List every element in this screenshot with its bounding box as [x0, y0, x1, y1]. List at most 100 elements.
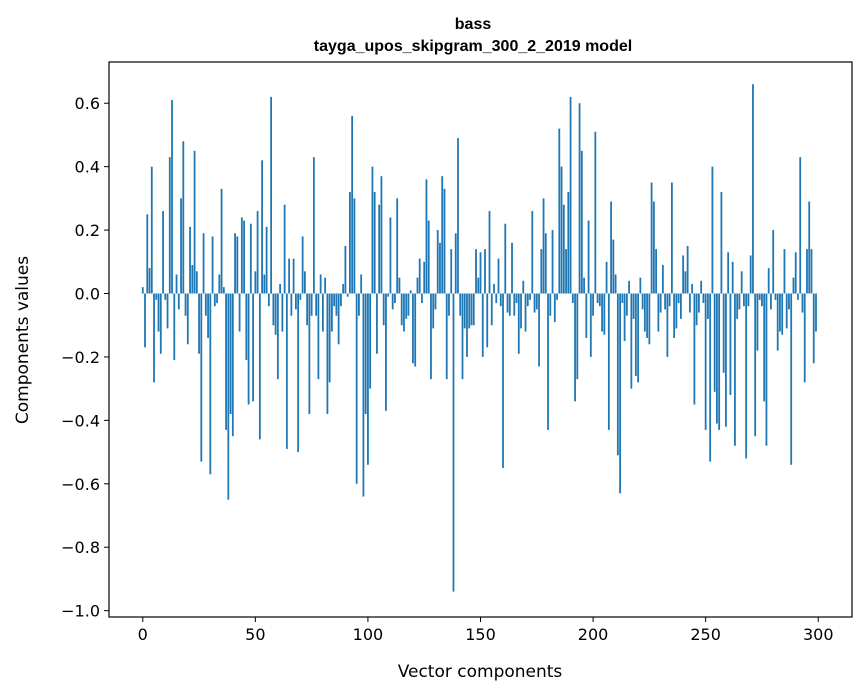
bar-105 — [378, 204, 381, 294]
bar-112 — [394, 293, 396, 304]
bar-133 — [441, 176, 444, 294]
bar-76 — [312, 157, 315, 294]
y-tick-label-0: 0.6 — [75, 94, 100, 113]
bar-169 — [522, 280, 525, 294]
bar-103 — [373, 192, 376, 294]
bar-184 — [556, 293, 558, 300]
bar-265 — [738, 293, 741, 310]
bar-150 — [479, 252, 482, 294]
bar-233 — [666, 293, 669, 357]
bar-21 — [189, 226, 191, 294]
bar-62 — [281, 293, 284, 332]
bar-285 — [783, 249, 786, 294]
bar-68 — [294, 293, 297, 310]
bar-131 — [436, 230, 439, 294]
bar-259 — [725, 293, 727, 427]
bar-224 — [646, 293, 649, 338]
bar-239 — [679, 293, 682, 319]
bar-142 — [461, 293, 464, 380]
bar-248 — [700, 280, 703, 294]
bar-57 — [270, 96, 273, 294]
bar-220 — [637, 293, 640, 383]
bar-206 — [605, 261, 608, 294]
x-axis-label: Vector components — [398, 662, 563, 682]
bar-281 — [774, 293, 777, 300]
bar-9 — [162, 211, 164, 294]
bar-137 — [450, 249, 453, 294]
bar-94 — [353, 198, 356, 294]
bar-297 — [810, 249, 813, 294]
bar-263 — [734, 293, 736, 446]
bar-162 — [506, 293, 509, 313]
bar-151 — [481, 293, 484, 357]
bar-293 — [801, 293, 804, 313]
bar-18 — [182, 141, 185, 294]
bar-3 — [148, 268, 151, 294]
bar-178 — [542, 198, 545, 294]
x-axis-ticks: 0 50 100 150 200 250 300 — [138, 617, 834, 644]
bar-7 — [157, 293, 160, 332]
bar-212 — [619, 293, 621, 494]
bar-88 — [340, 293, 342, 307]
bar-121 — [414, 293, 417, 367]
bar-70 — [299, 293, 302, 300]
bar-215 — [625, 293, 628, 316]
bar-262 — [731, 261, 734, 294]
bar-117 — [405, 293, 408, 319]
bar-84 — [331, 293, 333, 332]
x-tick-label-50: 50 — [245, 625, 265, 644]
y-tick-label-3: 0.0 — [75, 285, 100, 304]
bar-289 — [792, 277, 795, 294]
bar-287 — [788, 293, 790, 310]
bar-67 — [292, 258, 295, 294]
bar-163 — [508, 293, 511, 316]
bar-126 — [425, 179, 428, 294]
bar-36 — [222, 287, 225, 294]
chart-title-line2: tayga_upos_skipgram_300_2_2019 model — [314, 38, 632, 55]
bar-272 — [754, 293, 757, 437]
bar-198 — [587, 220, 590, 294]
bar-146 — [470, 293, 473, 326]
bar-204 — [601, 293, 603, 332]
bar-119 — [409, 290, 412, 294]
bar-100 — [367, 293, 369, 465]
bar-186 — [560, 166, 563, 294]
bar-257 — [720, 192, 723, 294]
bar-244 — [691, 284, 694, 294]
bar-50 — [254, 271, 257, 294]
bar-282 — [776, 293, 779, 351]
bar-122 — [416, 277, 419, 294]
bar-247 — [698, 293, 700, 313]
bar-139 — [454, 233, 457, 294]
bar-73 — [306, 293, 309, 326]
bar-69 — [297, 293, 300, 453]
bar-188 — [565, 249, 567, 294]
bar-99 — [364, 293, 367, 415]
bar-47 — [247, 293, 250, 405]
bar-43 — [238, 293, 241, 332]
bar-225 — [648, 293, 651, 345]
bar-58 — [272, 293, 275, 326]
bar-140 — [457, 138, 459, 294]
bar-56 — [267, 293, 270, 307]
bar-83 — [328, 293, 331, 383]
bar-193 — [576, 293, 579, 380]
bar-288 — [790, 293, 793, 465]
bar-42 — [236, 236, 239, 294]
bar-284 — [781, 293, 784, 335]
bar-13 — [171, 100, 173, 294]
bar-22 — [191, 264, 194, 294]
bars-group — [141, 84, 817, 592]
bar-243 — [688, 293, 691, 313]
bar-49 — [252, 293, 254, 402]
bar-145 — [468, 293, 471, 329]
bar-86 — [335, 293, 338, 316]
bar-195 — [580, 150, 583, 294]
bar-135 — [445, 293, 448, 380]
y-tick-label-6: −0.6 — [61, 475, 100, 494]
bar-61 — [279, 284, 282, 294]
bar-102 — [371, 166, 374, 294]
bar-98 — [362, 293, 365, 497]
bar-14 — [173, 293, 176, 361]
